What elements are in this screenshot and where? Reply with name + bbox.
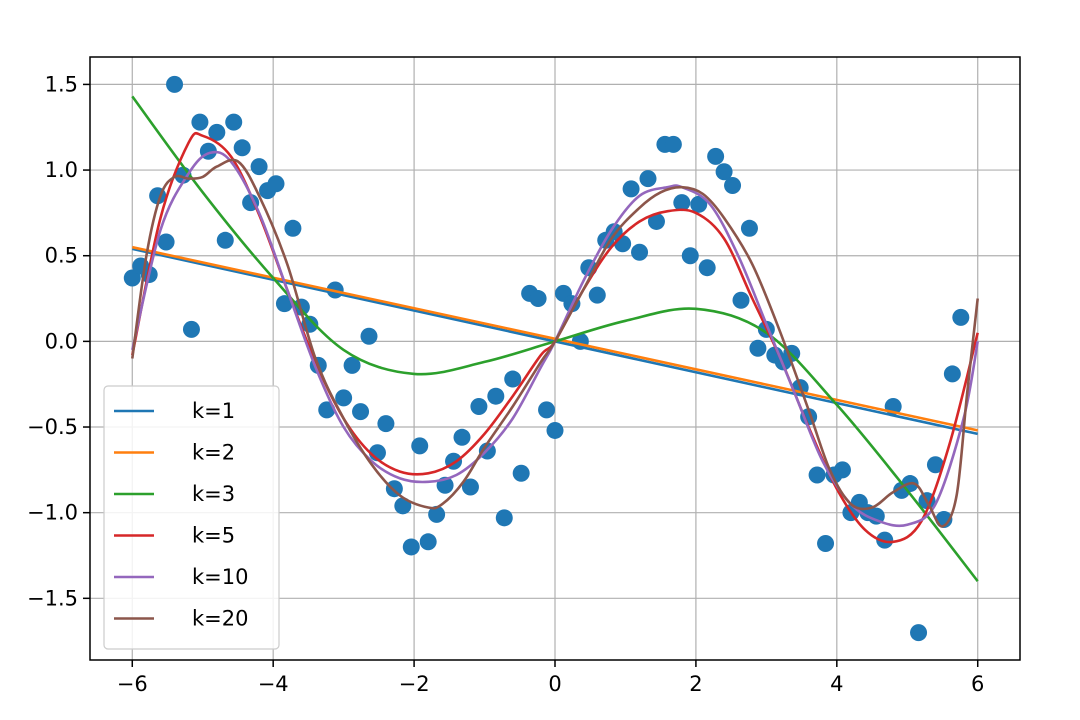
legend-label-k=2: k=2 (192, 441, 235, 465)
scatter-point (538, 401, 556, 419)
x-tick-label: 2 (689, 672, 702, 696)
scatter-point (453, 428, 471, 446)
legend-label-k=5: k=5 (192, 524, 235, 548)
scatter-point (926, 456, 944, 474)
scatter-point (707, 147, 725, 165)
y-tick-label: 1.0 (45, 158, 78, 182)
scatter-point (664, 135, 682, 153)
scatter-point (166, 75, 184, 93)
legend-label-k=3: k=3 (192, 482, 235, 506)
x-tick-label: −6 (117, 672, 148, 696)
scatter-point (622, 180, 640, 198)
y-axis: −1.5 −1.0 −0.5 0.0 0.5 1.0 1.5 (27, 72, 90, 610)
y-tick-label: 1.5 (45, 72, 78, 96)
scatter-point (690, 195, 708, 213)
y-tick-label: 0.5 (45, 244, 78, 268)
scatter-point (275, 295, 293, 313)
scatter-point (428, 505, 446, 523)
plot-area (123, 75, 979, 642)
scatter-point (910, 624, 928, 642)
scatter-point (343, 356, 361, 374)
x-tick-label: −4 (258, 672, 289, 696)
x-tick-label: 0 (548, 672, 561, 696)
legend: k=1 k=2 k=3 k=5 k=10 k=20 (103, 385, 280, 650)
scatter-point (495, 509, 513, 527)
scatter-point (360, 327, 378, 345)
scatter-point (631, 243, 649, 261)
scatter-point (943, 365, 961, 383)
y-tick-label: −1.0 (27, 501, 78, 525)
scatter-point (588, 286, 606, 304)
scatter-point (225, 113, 243, 131)
scatter-point (377, 415, 395, 433)
scatter-point (817, 535, 835, 553)
scatter-point (529, 290, 547, 308)
scatter-point (614, 235, 632, 253)
scatter-point (191, 113, 209, 131)
scatter-point (233, 139, 251, 157)
x-axis: −6 −4 −2 0 2 4 6 (117, 660, 984, 696)
x-tick-label: −2 (399, 672, 430, 696)
scatter-point (546, 421, 564, 439)
legend-label-k=20: k=20 (192, 607, 248, 631)
scatter-point (504, 370, 522, 388)
scatter-point (250, 158, 268, 176)
scatter-point (808, 466, 826, 484)
scatter-point (157, 233, 175, 251)
scatter-point (411, 437, 429, 455)
legend-label-k=1: k=1 (192, 399, 235, 423)
scatter-point (419, 533, 437, 551)
scatter-point (402, 538, 420, 556)
scatter-point (470, 397, 488, 415)
scatter-point (267, 175, 285, 193)
scatter-point (639, 170, 657, 188)
y-tick-label: 0.0 (45, 329, 78, 353)
scatter-point (732, 291, 750, 309)
scatter-point (749, 339, 767, 357)
scatter-point (681, 247, 699, 265)
y-tick-label: −1.5 (27, 586, 78, 610)
scatter-point (673, 194, 691, 212)
scatter-point (182, 320, 200, 338)
scatter-point (123, 269, 141, 287)
scatter-point (461, 478, 479, 496)
scatter-point (952, 308, 970, 326)
scatter-point (876, 531, 894, 549)
scatter-point (208, 123, 226, 141)
scatter-point (715, 163, 733, 181)
scatter-point (698, 259, 716, 277)
series-line-k=20 (131, 158, 979, 528)
scatter-point (647, 212, 665, 230)
scatter-point (216, 231, 234, 249)
scatter-point (724, 176, 742, 194)
x-tick-label: 6 (971, 672, 984, 696)
scatter-point (833, 461, 851, 479)
scatter-point (512, 464, 530, 482)
scatter-point (352, 403, 370, 421)
scatter-point (335, 389, 353, 407)
scatter-point (284, 219, 302, 237)
scatter-point (487, 387, 505, 405)
y-tick-label: −0.5 (27, 415, 78, 439)
scatter-point (740, 219, 758, 237)
legend-label-k=10: k=10 (192, 565, 248, 589)
x-tick-label: 4 (830, 672, 843, 696)
